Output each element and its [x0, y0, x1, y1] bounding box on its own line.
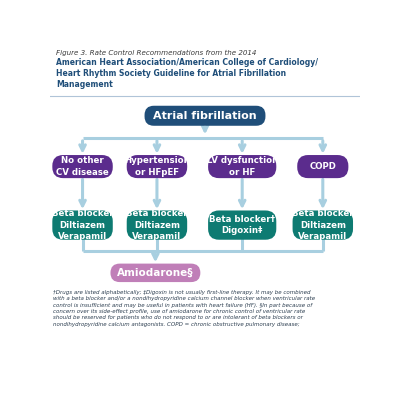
Text: Hypertension
or HFpEF: Hypertension or HFpEF [124, 156, 190, 177]
Text: Amiodarone§: Amiodarone§ [117, 268, 194, 278]
Text: American Heart Association/American College of Cardiology/
Heart Rhythm Society : American Heart Association/American Coll… [56, 58, 318, 89]
Text: Figure 3. Rate Control Recommendations from the 2014: Figure 3. Rate Control Recommendations f… [56, 50, 256, 56]
Text: †Drugs are listed alphabetically; ‡Digoxin is not usually first-line therapy. It: †Drugs are listed alphabetically; ‡Digox… [53, 290, 315, 327]
Text: Atrial fibrillation: Atrial fibrillation [153, 111, 257, 121]
FancyBboxPatch shape [144, 106, 266, 126]
FancyBboxPatch shape [110, 264, 200, 282]
FancyBboxPatch shape [297, 155, 348, 178]
FancyBboxPatch shape [127, 210, 187, 240]
FancyBboxPatch shape [292, 210, 353, 240]
Text: Beta blocker
Diltiazem
Verapamil: Beta blocker Diltiazem Verapamil [126, 209, 188, 241]
FancyBboxPatch shape [52, 155, 113, 178]
FancyBboxPatch shape [208, 155, 276, 178]
Text: No other
CV disease: No other CV disease [56, 156, 109, 177]
Text: LV dysfunction
or HF: LV dysfunction or HF [206, 156, 278, 177]
Text: Beta blocker
Diltiazem
Verapamil: Beta blocker Diltiazem Verapamil [52, 209, 113, 241]
Text: Beta blocker†
Digoxin‡: Beta blocker† Digoxin‡ [209, 215, 275, 235]
FancyBboxPatch shape [127, 155, 187, 178]
Text: COPD: COPD [309, 162, 336, 171]
FancyBboxPatch shape [208, 210, 276, 240]
Text: Beta blocker
Diltiazem
Verapamil: Beta blocker Diltiazem Verapamil [292, 209, 354, 241]
FancyBboxPatch shape [52, 210, 113, 240]
